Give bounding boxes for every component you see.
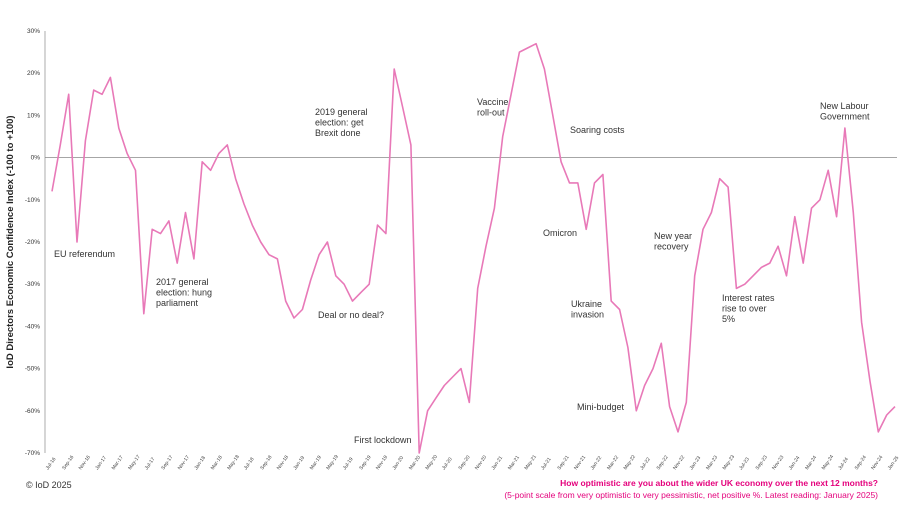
x-tick-label: Nov-18 (276, 454, 290, 471)
x-tick-label: Sep-18 (259, 454, 273, 471)
annotation-label: Vaccine roll-out (477, 97, 508, 118)
annotation-label: New year recovery (654, 231, 692, 252)
x-tick-label: May-19 (325, 454, 340, 471)
x-tick-label: Mar-23 (705, 455, 719, 472)
x-tick-label: Sep-22 (656, 454, 670, 471)
x-tick-label: Nov-20 (474, 454, 488, 471)
annotation-label: Ukraine invasion (571, 299, 604, 320)
x-tick-label: Jan-25 (887, 455, 901, 471)
annotation-label: Interest rates rise to over 5% (722, 293, 775, 324)
y-tick-label: -50% (25, 366, 40, 373)
event-annotations: EU referendum 2017 general election: hung p… (54, 97, 870, 445)
x-tick-label: Jan-19 (292, 455, 306, 471)
x-tick-label: Jul-16 (45, 456, 58, 471)
x-tick-label: Sep-20 (457, 454, 471, 471)
annotation-label: New Labour Government (820, 101, 870, 122)
annotation-label: 2017 general election: hung parliament (156, 277, 212, 308)
x-tick-label: Jul-24 (837, 456, 850, 471)
x-tick-label: Jan-20 (391, 455, 405, 471)
x-tick-label: Jan-24 (788, 455, 802, 471)
x-tick-label: Jan-23 (689, 455, 703, 471)
y-tick-label: -10% (25, 197, 40, 204)
y-tick-label: -30% (25, 281, 40, 288)
series-lines (51, 42, 896, 454)
annotation-label: 2019 general election: get Brexit done (315, 107, 368, 138)
y-tick-label: 30% (27, 28, 40, 35)
annotation-label: First lockdown (354, 435, 412, 445)
annotation-label: Deal or no deal? (318, 310, 384, 320)
x-tick-label: May-23 (722, 454, 737, 471)
annotation-label: EU referendum (54, 249, 115, 259)
x-tick-label: Sep-24 (854, 454, 868, 471)
y-tick-label: -40% (25, 323, 40, 330)
x-tick-label: Mar-17 (111, 455, 125, 472)
y-tick-label: 10% (27, 112, 40, 119)
y-tick-label: -70% (25, 450, 40, 457)
x-tick-label: Nov-23 (771, 454, 785, 471)
annotation-label: Mini-budget (577, 402, 625, 412)
copyright: © IoD 2025 (26, 480, 72, 490)
y-tick-label: 20% (27, 70, 40, 77)
x-tick-label: Jan-21 (490, 455, 504, 471)
x-axis-ticks: Jul-16 Sep-16 Nov-16 Jan-17 Mar-17 May-17 Jul-… (45, 454, 901, 471)
x-tick-label: Mar-24 (804, 455, 818, 472)
x-tick-label: Jul-19 (342, 456, 355, 471)
x-tick-label: Nov-24 (870, 454, 884, 471)
x-tick-label: Sep-23 (755, 454, 769, 471)
annotation-label: Omicron (543, 228, 577, 238)
x-tick-label: Nov-17 (177, 454, 191, 471)
x-tick-label: Mar-22 (606, 455, 620, 472)
y-tick-label: -20% (25, 239, 40, 246)
x-tick-label: Jul-18 (243, 456, 256, 471)
x-tick-label: May-20 (424, 454, 439, 471)
y-tick-label: -60% (25, 408, 40, 415)
series-line (51, 42, 896, 454)
x-tick-label: Mar-19 (309, 455, 323, 472)
y-tick-label: 0% (31, 155, 41, 162)
x-tick-label: May-22 (623, 454, 638, 471)
x-tick-label: Nov-16 (78, 454, 92, 471)
x-tick-label: Sep-21 (557, 454, 571, 471)
x-tick-label: Jan-22 (590, 455, 604, 471)
x-tick-label: Sep-16 (61, 454, 75, 471)
x-tick-label: Sep-19 (358, 454, 372, 471)
x-tick-label: Mar-20 (408, 455, 422, 472)
x-tick-label: May-21 (524, 454, 539, 471)
x-tick-label: Jul-21 (540, 456, 553, 471)
survey-question: How optimistic are you about the wider U… (560, 478, 878, 488)
x-tick-label: Jan-17 (94, 455, 108, 471)
x-tick-label: Mar-18 (210, 455, 224, 472)
x-tick-label: Jul-20 (441, 456, 454, 471)
x-tick-label: Jul-22 (639, 456, 652, 471)
x-tick-label: Jul-17 (144, 456, 157, 471)
x-tick-label: Nov-22 (672, 454, 686, 471)
x-tick-label: May-18 (226, 454, 241, 471)
x-tick-label: May-24 (821, 454, 836, 471)
x-tick-label: Nov-21 (573, 454, 587, 471)
x-tick-label: Jul-23 (738, 456, 751, 471)
x-tick-label: Nov-19 (375, 454, 389, 471)
survey-note: (5-point scale from very optimistic to v… (504, 490, 878, 500)
annotation-label: Soaring costs (570, 125, 625, 135)
y-axis-label: IoD Directors Economic Confidence Index … (5, 115, 16, 368)
y-axis-ticks: 30% 20% 10% 0% -10% -20% -30% -40% -50% -60% -70% (25, 28, 40, 457)
x-tick-label: May-17 (127, 454, 142, 471)
x-tick-label: Mar-21 (507, 455, 521, 472)
x-tick-label: Jan-18 (193, 455, 207, 471)
x-tick-label: Sep-17 (160, 454, 174, 471)
